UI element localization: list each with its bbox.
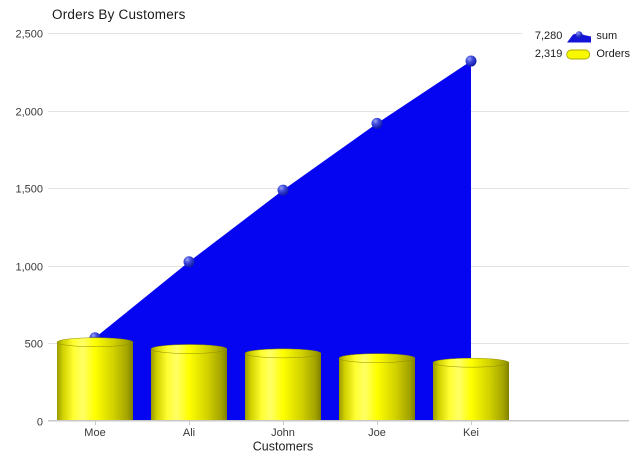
x-axis-category-label: Joe xyxy=(368,427,386,439)
legend-value-orders: 2,319 xyxy=(534,48,563,60)
legend-item-sum[interactable]: 7,280 sum xyxy=(526,27,630,45)
data-point-marker-Ali[interactable] xyxy=(183,256,195,268)
bar-Kei[interactable] xyxy=(432,357,510,421)
data-point-marker-John[interactable] xyxy=(277,184,289,196)
x-axis-title: Customers xyxy=(253,440,313,454)
bar-series-legend-icon xyxy=(564,48,594,61)
bar-Moe[interactable] xyxy=(56,337,134,421)
chart-title: Orders By Customers xyxy=(52,7,186,22)
x-axis-category-label: John xyxy=(271,427,295,439)
x-axis-category-label: Kei xyxy=(463,427,479,439)
data-point-marker-Kei[interactable] xyxy=(465,55,477,67)
y-axis-tick-label: 2,000 xyxy=(15,106,43,118)
x-axis-category-label: Ali xyxy=(183,427,195,439)
x-axis-category-label: Moe xyxy=(84,427,105,439)
legend-item-orders[interactable]: 2,319 Orders xyxy=(526,45,630,63)
chart-legend: 7,280 sum 2,319 Orders xyxy=(522,26,632,64)
y-axis-tick-label: 0 xyxy=(37,416,43,428)
area-series-legend-icon xyxy=(564,30,594,43)
area-series-sum[interactable] xyxy=(95,61,471,421)
bar-John[interactable] xyxy=(244,348,322,421)
bar-Joe[interactable] xyxy=(338,353,416,421)
legend-value-sum: 7,280 xyxy=(534,30,563,42)
legend-label-sum: sum xyxy=(596,30,618,42)
y-axis-tick-label: 500 xyxy=(25,338,43,350)
bar-Ali[interactable] xyxy=(150,344,228,421)
y-axis-tick-label: 1,000 xyxy=(15,261,43,273)
y-axis-tick-label: 1,500 xyxy=(15,183,43,195)
data-point-marker-Joe[interactable] xyxy=(371,117,383,129)
y-axis-tick-label: 2,500 xyxy=(15,28,43,40)
legend-label-orders: Orders xyxy=(596,48,630,60)
